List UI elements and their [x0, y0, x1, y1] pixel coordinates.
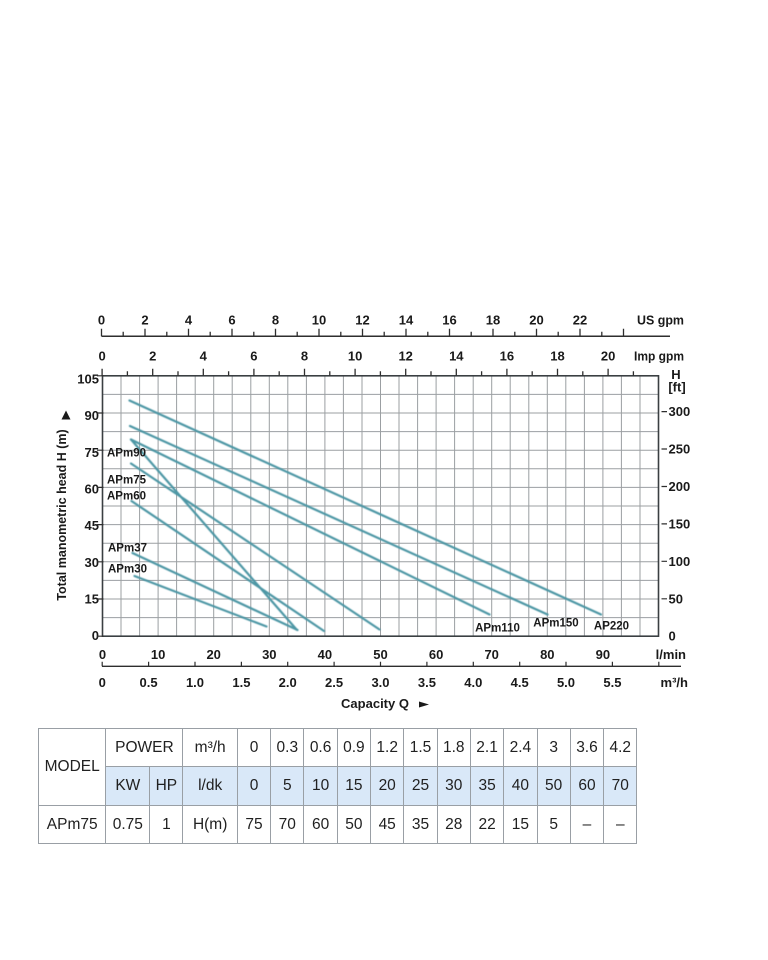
svg-text:2: 2	[141, 313, 148, 328]
svg-text:3.5: 3.5	[418, 675, 436, 690]
svg-text:50: 50	[373, 647, 387, 662]
svg-text:[ft]: [ft]	[668, 380, 685, 395]
svg-text:APm110: APm110	[475, 623, 520, 635]
svg-text:m³/h: m³/h	[661, 675, 689, 690]
svg-text:Imp gpm: Imp gpm	[634, 349, 684, 364]
svg-text:APm90: APm90	[107, 448, 146, 460]
svg-text:3.0: 3.0	[371, 675, 389, 690]
svg-text:150: 150	[669, 516, 691, 531]
svg-text:12: 12	[398, 349, 412, 364]
svg-text:2.5: 2.5	[325, 675, 343, 690]
svg-text:75: 75	[85, 445, 99, 460]
svg-text:300: 300	[669, 404, 691, 419]
svg-text:30: 30	[262, 647, 276, 662]
svg-text:APm150: APm150	[533, 618, 578, 630]
svg-text:105: 105	[77, 371, 99, 386]
svg-text:12: 12	[355, 313, 369, 328]
svg-text:45: 45	[85, 518, 99, 533]
svg-text:0: 0	[98, 349, 105, 364]
svg-text:15: 15	[85, 592, 99, 607]
svg-text:16: 16	[500, 349, 514, 364]
svg-text:60: 60	[85, 482, 99, 497]
svg-text:APm75: APm75	[107, 475, 147, 487]
svg-text:1.0: 1.0	[186, 675, 204, 690]
svg-text:4: 4	[200, 349, 208, 364]
svg-text:2.0: 2.0	[279, 675, 297, 690]
svg-text:6: 6	[228, 313, 235, 328]
svg-text:8: 8	[272, 313, 279, 328]
svg-text:200: 200	[669, 479, 691, 494]
svg-text:APm30: APm30	[108, 564, 147, 576]
svg-text:90: 90	[596, 647, 610, 662]
svg-text:Capacity Q: Capacity Q	[341, 696, 409, 711]
svg-text:5.0: 5.0	[557, 675, 575, 690]
svg-text:0: 0	[669, 629, 676, 644]
svg-text:40: 40	[318, 647, 332, 662]
svg-text:90: 90	[85, 408, 99, 423]
svg-text:0: 0	[98, 313, 105, 328]
svg-text:H: H	[671, 367, 680, 382]
svg-text:14: 14	[449, 349, 464, 364]
svg-text:16: 16	[442, 313, 456, 328]
svg-text:14: 14	[399, 313, 414, 328]
svg-text:80: 80	[540, 647, 554, 662]
svg-text:6: 6	[250, 349, 257, 364]
svg-text:2: 2	[149, 349, 156, 364]
svg-text:18: 18	[550, 349, 564, 364]
svg-text:250: 250	[669, 442, 691, 457]
svg-text:l/min: l/min	[656, 647, 686, 662]
svg-text:10: 10	[151, 647, 165, 662]
svg-text:4.5: 4.5	[511, 675, 529, 690]
svg-text:8: 8	[301, 349, 308, 364]
svg-text:0: 0	[99, 647, 106, 662]
svg-text:APm37: APm37	[108, 543, 147, 555]
svg-text:APm60: APm60	[107, 491, 146, 503]
svg-text:22: 22	[573, 313, 587, 328]
svg-text:0: 0	[92, 628, 99, 643]
svg-text:20: 20	[601, 349, 615, 364]
svg-text:Total manometric head H (m): Total manometric head H (m)	[55, 429, 69, 600]
svg-text:70: 70	[484, 647, 498, 662]
svg-text:30: 30	[85, 555, 99, 570]
svg-text:10: 10	[312, 313, 326, 328]
svg-text:50: 50	[669, 591, 683, 606]
svg-text:4.0: 4.0	[464, 675, 482, 690]
svg-text:0: 0	[99, 675, 106, 690]
svg-text:60: 60	[429, 647, 443, 662]
svg-text:18: 18	[486, 313, 500, 328]
svg-text:4: 4	[185, 313, 193, 328]
svg-text:AP220: AP220	[594, 621, 629, 633]
svg-text:0.5: 0.5	[140, 675, 158, 690]
svg-text:20: 20	[206, 647, 220, 662]
svg-text:20: 20	[529, 313, 543, 328]
svg-text:10: 10	[348, 349, 362, 364]
svg-text:100: 100	[669, 554, 691, 569]
svg-text:US gpm: US gpm	[637, 313, 684, 328]
svg-text:5.5: 5.5	[603, 675, 621, 690]
svg-text:1.5: 1.5	[232, 675, 250, 690]
